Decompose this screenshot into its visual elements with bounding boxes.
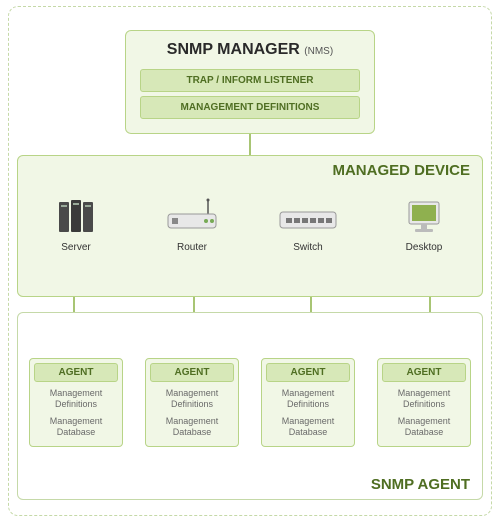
device-row: Server Router Switch (18, 196, 482, 253)
device-label: Router (137, 242, 247, 253)
switch-icon (276, 196, 340, 238)
agent-header: AGENT (266, 363, 350, 382)
agent-box: AGENT Management Definitions Management … (377, 358, 471, 447)
manager-bar-defs: MANAGEMENT DEFINITIONS (140, 96, 360, 119)
agent-box: AGENT Management Definitions Management … (261, 358, 355, 447)
device-desktop: Desktop (369, 196, 479, 253)
agent-item: Management Database (34, 416, 118, 438)
agent-panel-title: SNMP AGENT (371, 476, 470, 493)
server-icon (53, 196, 99, 238)
managed-panel-title: MANAGED DEVICE (332, 162, 470, 179)
device-switch: Switch (253, 196, 363, 253)
agent-item: Management Definitions (266, 388, 350, 410)
agent-row: AGENT Management Definitions Management … (18, 358, 482, 447)
agent-header: AGENT (150, 363, 234, 382)
device-label: Server (21, 242, 131, 253)
managed-device-panel: MANAGED DEVICE Server Router (17, 155, 483, 297)
agent-box: AGENT Management Definitions Management … (29, 358, 123, 447)
snmp-manager-box: SNMP MANAGER (NMS) TRAP / INFORM LISTENE… (125, 30, 375, 134)
agent-item: Management Definitions (34, 388, 118, 410)
snmp-agent-panel: AGENT Management Definitions Management … (17, 312, 483, 500)
agent-item: Management Database (266, 416, 350, 438)
manager-bar-listener: TRAP / INFORM LISTENER (140, 69, 360, 92)
desktop-icon (401, 196, 447, 238)
agent-item: Management Database (382, 416, 466, 438)
device-server: Server (21, 196, 131, 253)
agent-item: Management Definitions (150, 388, 234, 410)
router-icon (162, 196, 222, 238)
device-label: Switch (253, 242, 363, 253)
agent-header: AGENT (382, 363, 466, 382)
manager-subtitle: (NMS) (304, 46, 333, 57)
manager-title-text: SNMP MANAGER (167, 41, 300, 58)
agent-header: AGENT (34, 363, 118, 382)
agent-box: AGENT Management Definitions Management … (145, 358, 239, 447)
device-router: Router (137, 196, 247, 253)
manager-title: SNMP MANAGER (NMS) (140, 41, 360, 59)
agent-item: Management Definitions (382, 388, 466, 410)
agent-item: Management Database (150, 416, 234, 438)
device-label: Desktop (369, 242, 479, 253)
